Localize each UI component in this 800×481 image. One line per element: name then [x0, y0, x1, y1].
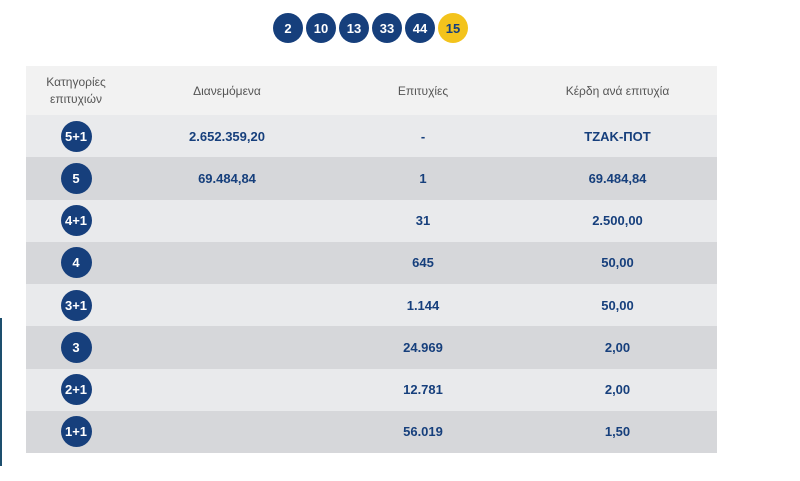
winners-cell: - — [420, 128, 426, 144]
prize-cell: 2.500,00 — [592, 213, 643, 229]
winners-cell: 1 — [419, 170, 427, 186]
prize-cell: 50,00 — [601, 255, 634, 271]
table-row: 2+1 12.781 2,00 — [26, 368, 717, 411]
header-winners: Επιτυχίες — [397, 83, 449, 98]
number-ball: 13 — [339, 13, 369, 43]
number-ball: 33 — [372, 13, 402, 43]
category-badge: 2+1 — [60, 374, 92, 406]
prize-cell: 50,00 — [601, 297, 634, 313]
table-header: Κατηγορίες επιτυχιών Διανεμόμενα Επιτυχί… — [26, 66, 717, 115]
table-row: 1+1 56.019 1,50 — [26, 410, 717, 453]
distributed-cell: 2.652.359,20 — [189, 128, 265, 144]
number-ball: 44 — [405, 13, 435, 43]
winners-cell: 24.969 — [403, 339, 443, 355]
winners-cell: 31 — [415, 213, 431, 229]
winners-cell: 645 — [412, 255, 434, 271]
number-ball: 10 — [306, 13, 336, 43]
header-category: Κατηγορίες επιτυχιών — [26, 74, 126, 108]
table-row: 3+1 1.144 50,00 — [26, 284, 717, 327]
category-badge: 3+1 — [60, 289, 92, 321]
table-row: 3 24.969 2,00 — [26, 326, 717, 369]
category-badge: 3 — [60, 331, 92, 363]
number-ball: 2 — [273, 13, 303, 43]
distributed-cell: 69.484,84 — [198, 170, 256, 186]
table-row: 4 645 50,00 — [26, 241, 717, 284]
prize-cell: ΤΖΑΚ-ΠΟΤ — [584, 128, 651, 144]
header-distributed: Διανεμόμενα — [193, 83, 261, 98]
prize-table: Κατηγορίες επιτυχιών Διανεμόμενα Επιτυχί… — [26, 66, 717, 453]
category-badge: 1+1 — [60, 416, 92, 448]
header-prize: Κέρδη ανά επιτυχία — [565, 83, 670, 98]
winners-cell: 56.019 — [403, 424, 443, 440]
header-category-line1: Κατηγορίες — [46, 74, 106, 89]
table-row: 5+1 2.652.359,20 - ΤΖΑΚ-ΠΟΤ — [26, 115, 717, 158]
winners-cell: 1.144 — [406, 297, 440, 313]
winners-cell: 12.781 — [403, 382, 443, 398]
category-badge: 5+1 — [60, 120, 92, 152]
header-category-line2: επιτυχιών — [50, 91, 102, 106]
prize-cell: 2,00 — [604, 382, 631, 398]
table-row: 5 69.484,84 1 69.484,84 — [26, 157, 717, 200]
drawn-numbers: 2 10 13 33 44 15 — [273, 13, 471, 43]
prize-cell: 1,50 — [604, 424, 631, 440]
category-badge: 4+1 — [60, 205, 92, 237]
bonus-number-ball: 15 — [438, 13, 468, 43]
left-edge-rule — [0, 318, 2, 466]
category-badge: 4 — [60, 247, 92, 279]
category-badge: 5 — [60, 162, 92, 194]
table-row: 4+1 31 2.500,00 — [26, 199, 717, 242]
prize-cell: 69.484,84 — [588, 170, 647, 186]
prize-cell: 2,00 — [604, 339, 631, 355]
